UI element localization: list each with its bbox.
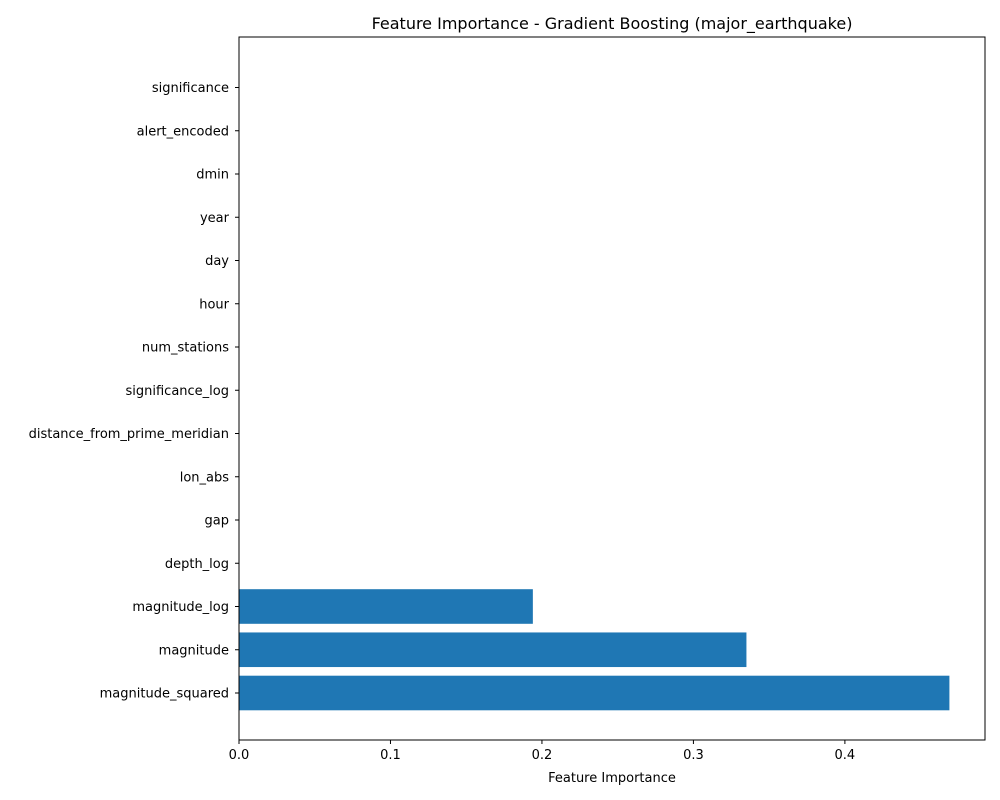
y-tick-label: alert_encoded (137, 124, 229, 139)
y-tick-label: hour (199, 297, 229, 312)
y-tick-label: magnitude (159, 643, 229, 658)
y-tick-label: depth_log (165, 557, 229, 572)
x-tick-label: 0.4 (835, 748, 856, 763)
y-tick-label: year (200, 211, 230, 226)
y-tick-label: num_stations (142, 341, 229, 356)
x-tick-label: 0.0 (229, 748, 250, 763)
y-tick-label: magnitude_squared (100, 687, 229, 702)
y-tick-label: lon_abs (180, 470, 230, 485)
y-tick-label: significance (152, 81, 229, 96)
bar-magnitude-log (239, 589, 533, 624)
bars-group (239, 589, 950, 711)
y-tick-label: distance_from_prime_meridian (29, 427, 229, 442)
y-tick-label: gap (205, 514, 229, 529)
y-tick-label: day (205, 254, 229, 269)
x-tick-label: 0.1 (380, 748, 401, 763)
bar-magnitude-squared (239, 675, 950, 711)
bar-magnitude (239, 632, 747, 668)
x-tick-label: 0.2 (532, 748, 553, 763)
x-axis-ticks: 0.0 0.1 0.2 0.3 0.4 (229, 740, 856, 763)
y-tick-label: significance_log (126, 384, 230, 399)
y-tick-label: magnitude_log (132, 600, 229, 615)
y-tick-label: dmin (196, 168, 229, 183)
chart-title: Feature Importance - Gradient Boosting (… (372, 14, 853, 34)
x-axis-label: Feature Importance (548, 771, 676, 786)
plot-frame (238, 36, 986, 741)
x-tick-label: 0.3 (683, 748, 704, 763)
